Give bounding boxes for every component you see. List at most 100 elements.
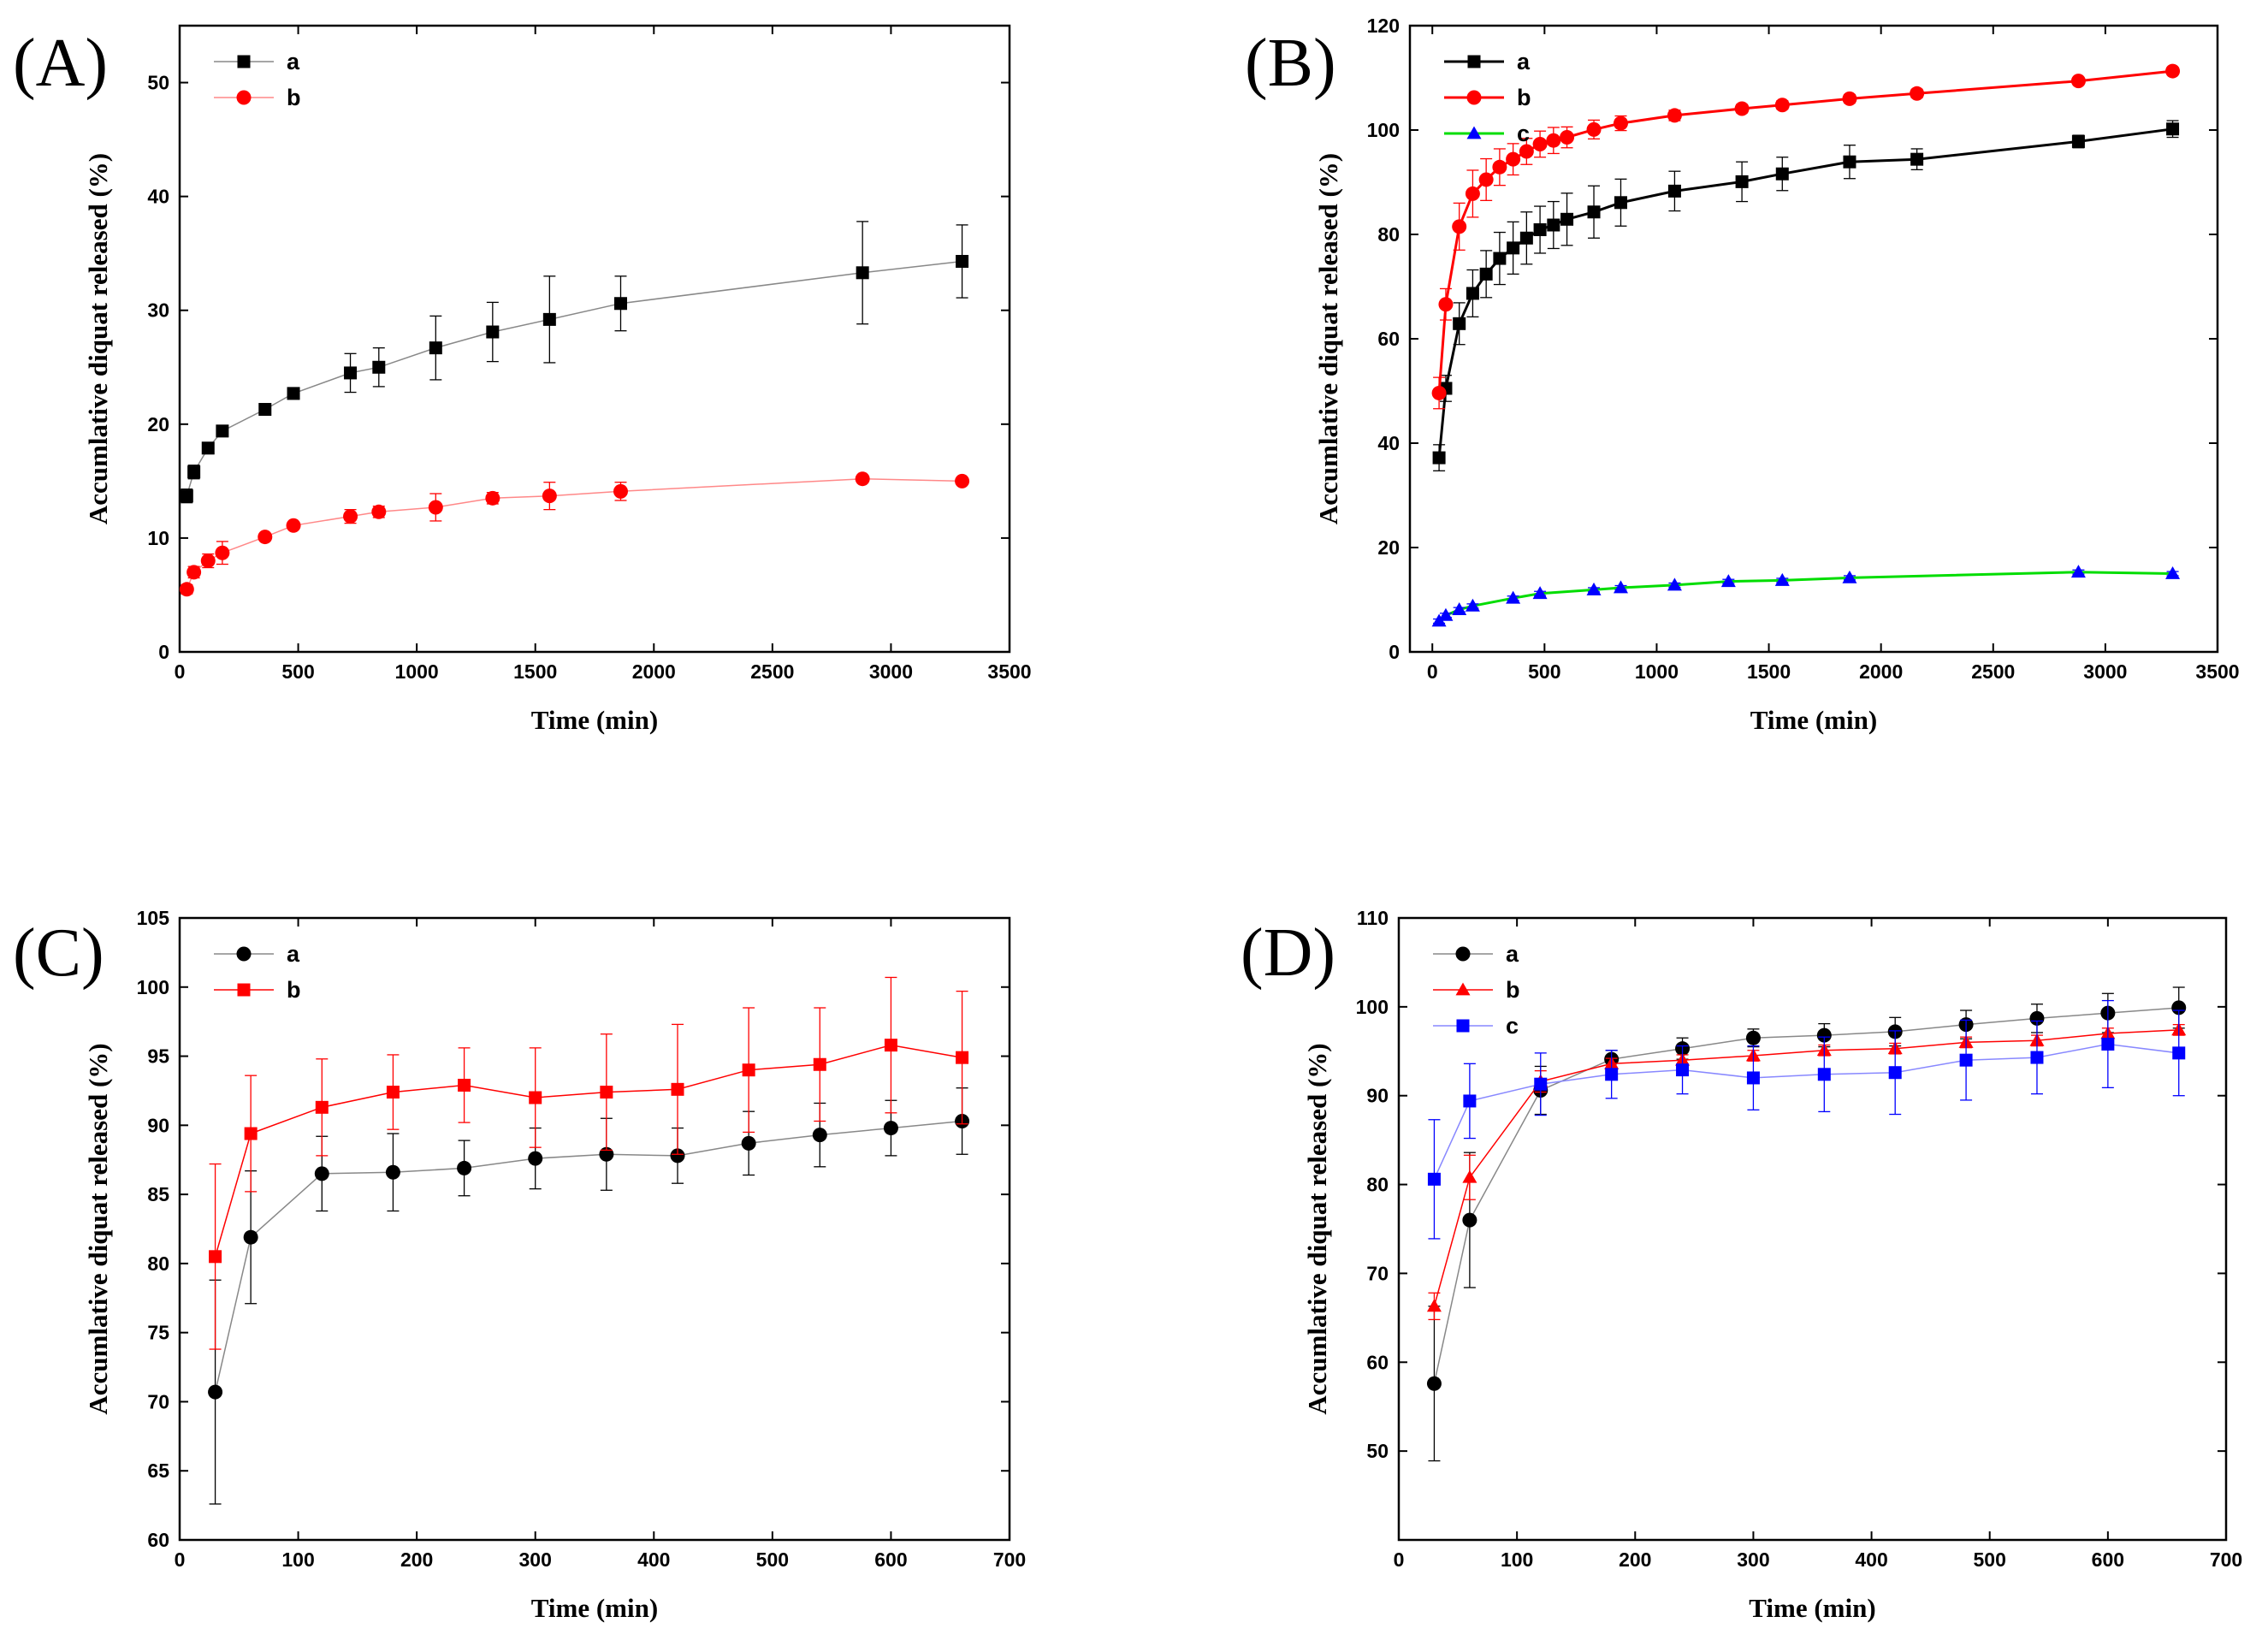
x-tick-label: 3000 xyxy=(2083,660,2127,683)
series-c-point xyxy=(1534,1077,1548,1091)
series-b-point xyxy=(179,582,194,597)
x-axis-title: Time (min) xyxy=(1749,1593,1875,1623)
legend-a-marker xyxy=(236,946,252,962)
y-axis-title: Accumlative diquat released (%) xyxy=(1302,1043,1332,1414)
y-tick-label: 40 xyxy=(147,186,169,208)
series-b-point xyxy=(2165,63,2181,79)
series-a-point xyxy=(1560,212,1574,226)
legend-b-marker xyxy=(1466,90,1482,105)
y-tick-label: 70 xyxy=(147,1390,169,1412)
legend-b-label: b xyxy=(1506,977,1520,1003)
x-tick-label: 400 xyxy=(637,1548,670,1571)
series-c-point xyxy=(1959,1053,1973,1067)
y-tick-label: 85 xyxy=(147,1183,169,1205)
y-tick-label: 60 xyxy=(1366,1351,1389,1373)
series-a xyxy=(180,221,969,504)
series-a-point xyxy=(883,1121,898,1136)
series-b-point xyxy=(1842,91,1857,106)
series-b-point xyxy=(200,554,216,569)
series-a-point xyxy=(670,1148,685,1164)
series-b-point xyxy=(1478,172,1494,187)
series-a-point xyxy=(216,424,229,438)
series-b-point xyxy=(613,483,628,499)
series-b-line xyxy=(186,477,962,590)
series-a-point xyxy=(1910,152,1924,166)
x-tick-label: 3000 xyxy=(869,660,913,683)
series-b-point xyxy=(244,1127,258,1140)
series-a-point xyxy=(486,325,500,339)
series-a-line xyxy=(1433,1007,2179,1384)
series-a-point xyxy=(243,1229,258,1245)
legend-b-label: b xyxy=(287,977,301,1003)
series-b-point xyxy=(1426,1299,1442,1312)
x-tick-label: 2500 xyxy=(750,660,794,683)
series-a-point xyxy=(1667,184,1681,198)
x-tick-label: 200 xyxy=(400,1548,433,1571)
y-tick-label: 80 xyxy=(1366,1174,1389,1196)
x-axis-title: Time (min) xyxy=(531,1593,658,1623)
series-b-point xyxy=(1492,159,1507,175)
series-b-point xyxy=(187,565,202,580)
chart-panel-2: (B) 0 500 1000 1500 2000 2500 3000 3500 0 20 40 60 80… xyxy=(1245,15,2240,735)
x-tick-label: 700 xyxy=(2210,1548,2242,1571)
series-c-point xyxy=(1774,572,1790,586)
series-b xyxy=(179,471,970,597)
y-axis-title: Accumlative diquat released (%) xyxy=(1313,153,1343,524)
series-b-point xyxy=(428,500,443,515)
series-a-point xyxy=(287,387,300,400)
legend-c-marker xyxy=(1466,126,1482,139)
x-tick-label: 0 xyxy=(175,660,186,683)
series-a-point xyxy=(1466,287,1479,300)
series-b-point xyxy=(855,471,870,487)
series-b-point xyxy=(1613,115,1628,131)
series-a-point xyxy=(2071,134,2085,148)
series-b-point xyxy=(1774,98,1790,113)
series-a-point xyxy=(956,254,969,268)
legend-a-marker xyxy=(1455,946,1471,962)
panel-label: (A) xyxy=(13,26,108,101)
y-tick-label: 20 xyxy=(147,413,169,435)
x-tick-label: 400 xyxy=(1855,1548,1887,1571)
legend-a-label: a xyxy=(1506,941,1519,967)
x-tick-label: 500 xyxy=(1528,660,1560,683)
series-b-point xyxy=(813,1057,826,1071)
series-c-point xyxy=(1463,1094,1477,1108)
series-c-point xyxy=(1506,590,1521,604)
series-c-point xyxy=(2101,1037,2115,1051)
series-a-point xyxy=(741,1135,756,1151)
x-tick-label: 600 xyxy=(874,1548,907,1571)
series-b-line xyxy=(1433,1029,2179,1307)
x-tick-label: 0 xyxy=(1427,660,1438,683)
series-c-point xyxy=(1532,586,1548,600)
x-axis-title: Time (min) xyxy=(531,705,658,735)
x-tick-label: 300 xyxy=(1737,1548,1769,1571)
series-b-point xyxy=(315,1100,329,1114)
series-b-point xyxy=(1532,136,1548,151)
y-tick-label: 80 xyxy=(1377,223,1400,246)
series-b-point xyxy=(1506,151,1521,167)
series-a-point xyxy=(1587,205,1601,219)
series-b-point xyxy=(742,1063,755,1077)
y-tick-label: 50 xyxy=(1366,1440,1389,1462)
series-a-point xyxy=(1735,175,1749,188)
x-tick-label: 700 xyxy=(993,1548,1026,1571)
series-b-point xyxy=(671,1082,684,1096)
series-a-point xyxy=(429,341,442,355)
legend-a-label: a xyxy=(1517,49,1531,74)
series-b-point xyxy=(343,509,358,524)
series-b xyxy=(209,976,969,1350)
series-a-point xyxy=(1453,317,1466,330)
series-a-point xyxy=(2029,1010,2045,1026)
y-tick-label: 95 xyxy=(147,1045,169,1068)
legend-c-label: c xyxy=(1517,121,1530,146)
x-tick-label: 200 xyxy=(1619,1548,1651,1571)
series-b xyxy=(1431,63,2181,410)
y-tick-label: 60 xyxy=(1377,328,1400,350)
series-b-point xyxy=(955,473,970,488)
series-c-point xyxy=(1613,580,1628,594)
series-b-point xyxy=(386,1086,400,1099)
series-a-point xyxy=(385,1164,400,1180)
panel-label: (C) xyxy=(13,915,104,991)
x-tick-label: 3500 xyxy=(2195,660,2239,683)
series-a-point xyxy=(208,1384,223,1400)
